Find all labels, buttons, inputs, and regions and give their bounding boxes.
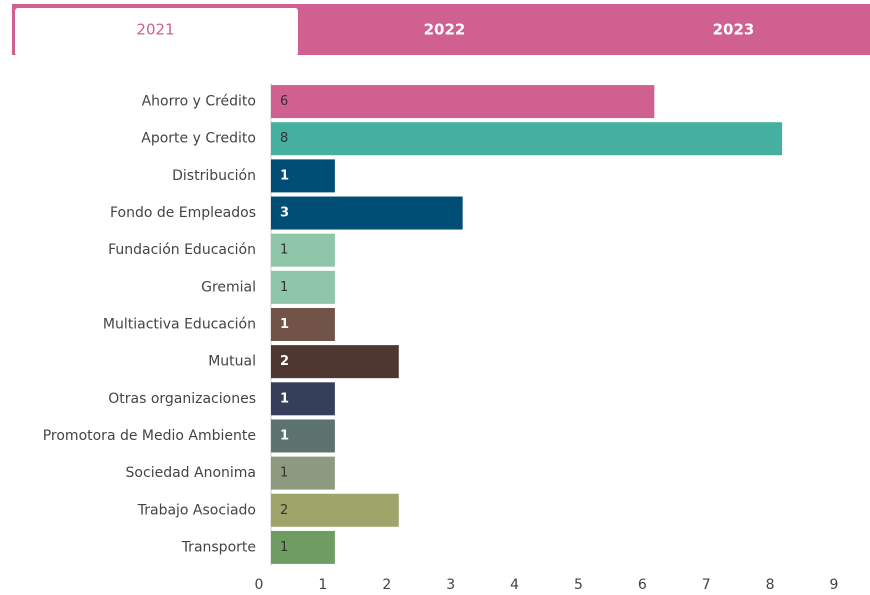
x-tick-label: 1 [318,577,327,593]
y-tick-label: Fundación Educación [108,242,256,258]
x-tick-label: 8 [766,577,775,593]
bar [271,530,335,564]
value-label: 1 [280,243,288,258]
y-tick-label: Ahorro y Crédito [142,94,256,110]
value-label: 2 [280,503,288,518]
bar [271,456,335,490]
bar [271,345,399,379]
value-label: 1 [280,168,289,183]
y-tick-label: Mutual [208,354,256,370]
y-tick-label: Gremial [201,279,256,295]
y-tick-label: Aporte y Credito [141,131,256,147]
bar [271,308,335,341]
tab-label[interactable]: 2023 [713,21,755,39]
y-tick-label: Transporte [181,539,256,555]
tab-label[interactable]: 2022 [424,21,466,39]
bar [271,419,335,453]
x-tick-label: 5 [574,577,583,593]
value-label: 2 [280,354,289,369]
value-label: 1 [280,466,288,481]
tab-label[interactable]: 2021 [136,21,174,39]
y-tick-label: Fondo de Empleados [110,205,256,221]
value-label: 1 [280,428,289,443]
bar [271,233,335,267]
value-label: 1 [280,391,289,406]
y-tick-label: Distribución [172,168,256,184]
bar [271,382,335,416]
bar [271,159,335,193]
bar [271,270,335,304]
x-tick-label: 3 [446,577,455,593]
x-tick-label: 9 [830,577,839,593]
active-tab[interactable] [15,8,298,56]
x-tick-label: 7 [702,577,711,593]
value-label: 6 [280,94,288,109]
x-tick-label: 0 [255,577,264,593]
y-tick-label: Trabajo Asociado [137,502,256,518]
bar [271,85,655,119]
y-tick-label: Otras organizaciones [108,391,256,407]
value-label: 1 [280,280,288,295]
y-tick-label: Multiactiva Educación [103,317,256,333]
x-tick-label: 6 [638,577,647,593]
x-tick-label: 2 [382,577,391,593]
value-label: 3 [280,206,289,221]
y-tick-label: Sociedad Anonima [126,465,256,481]
value-label: 1 [280,540,288,555]
bar [271,493,399,527]
x-tick-label: 4 [510,577,519,593]
bar [271,196,463,230]
value-label: 1 [280,317,289,332]
y-tick-label: Promotora de Medio Ambiente [43,428,256,444]
value-label: 8 [280,131,288,146]
bar [271,122,783,156]
